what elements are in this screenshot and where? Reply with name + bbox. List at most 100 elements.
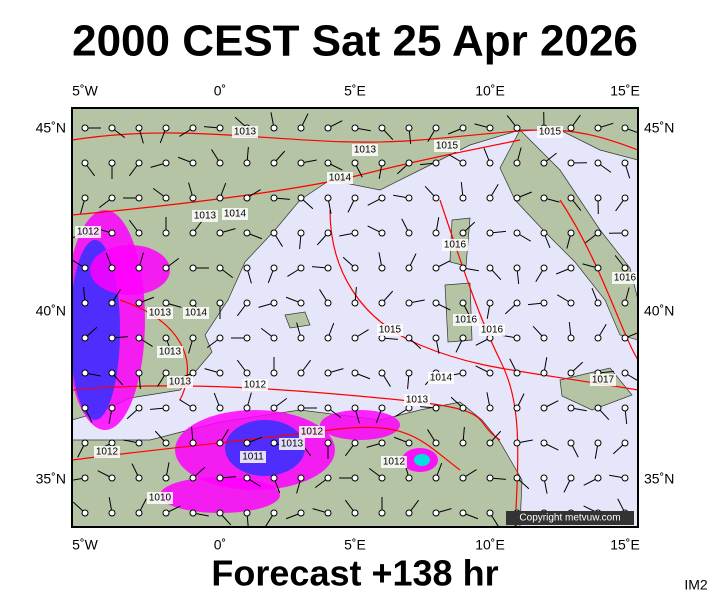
station	[270, 369, 278, 377]
station	[351, 159, 359, 167]
station	[594, 194, 602, 202]
copyright: Copyright metvuw.com	[519, 513, 620, 524]
station	[108, 439, 116, 447]
isobar-label-box	[377, 324, 403, 336]
station	[378, 194, 386, 202]
station	[567, 474, 575, 482]
station	[324, 439, 332, 447]
station	[459, 334, 467, 342]
isobar-label: 1015	[436, 141, 459, 152]
station	[135, 474, 143, 482]
station	[243, 264, 251, 272]
station	[297, 404, 305, 412]
station	[378, 509, 386, 517]
lon-label-bottom: 15˚E	[610, 537, 640, 553]
station	[351, 124, 359, 132]
isobar-label-box	[381, 456, 407, 468]
isobar-label: 1013	[194, 211, 217, 222]
image-id: IM2	[684, 577, 708, 593]
station	[432, 439, 440, 447]
isobar	[329, 209, 638, 391]
station	[459, 124, 467, 132]
station	[351, 299, 359, 307]
station	[189, 439, 197, 447]
station	[459, 229, 467, 237]
station	[405, 439, 413, 447]
station	[108, 404, 116, 412]
station	[351, 439, 359, 447]
station	[432, 264, 440, 272]
station	[594, 159, 602, 167]
station	[324, 194, 332, 202]
isobar-label-box	[352, 144, 378, 156]
station	[243, 299, 251, 307]
station	[459, 264, 467, 272]
station	[594, 124, 602, 132]
station	[594, 229, 602, 237]
station	[270, 159, 278, 167]
station	[243, 159, 251, 167]
station	[378, 229, 386, 237]
station	[486, 299, 494, 307]
station	[540, 439, 548, 447]
lon-label-bottom: 5˚E	[344, 537, 366, 553]
station	[567, 159, 575, 167]
station	[81, 474, 89, 482]
station	[297, 509, 305, 517]
land-balearics	[284, 311, 311, 329]
station	[540, 474, 548, 482]
station	[567, 404, 575, 412]
station	[486, 229, 494, 237]
isobar-label: 1015	[379, 325, 402, 336]
station	[162, 404, 170, 412]
station	[486, 124, 494, 132]
land-sardinia	[444, 282, 473, 343]
station	[162, 264, 170, 272]
station	[378, 439, 386, 447]
station	[567, 264, 575, 272]
station	[108, 474, 116, 482]
station	[378, 474, 386, 482]
isobar-label-box	[192, 210, 218, 222]
station	[162, 369, 170, 377]
lon-label-bottom: 5˚W	[72, 537, 98, 553]
station	[189, 404, 197, 412]
station	[567, 369, 575, 377]
station	[297, 334, 305, 342]
isobar-label: 1013	[406, 395, 429, 406]
rain-core	[414, 454, 430, 466]
isobar-label-box	[232, 126, 258, 138]
isobar-label-box	[183, 307, 209, 319]
isobar-label-box	[240, 451, 266, 463]
station	[405, 229, 413, 237]
isobar-label-box	[453, 314, 479, 326]
station	[243, 509, 251, 517]
station	[324, 124, 332, 132]
station	[216, 509, 224, 517]
isobar-label: 1013	[169, 377, 192, 388]
isobar-label-box	[242, 379, 268, 391]
station	[351, 264, 359, 272]
isobar-label-box	[428, 372, 454, 384]
isobar-label-box	[537, 126, 563, 138]
station	[189, 474, 197, 482]
isobar-label: 1017	[592, 375, 615, 386]
isobar-label: 1016	[481, 325, 504, 336]
station	[378, 159, 386, 167]
station	[432, 404, 440, 412]
station	[81, 159, 89, 167]
station	[216, 229, 224, 237]
station	[270, 474, 278, 482]
station	[486, 474, 494, 482]
station	[486, 159, 494, 167]
station	[459, 439, 467, 447]
station	[621, 194, 629, 202]
station	[432, 194, 440, 202]
station	[486, 404, 494, 412]
station	[216, 404, 224, 412]
station	[243, 474, 251, 482]
station	[216, 369, 224, 377]
station	[432, 334, 440, 342]
